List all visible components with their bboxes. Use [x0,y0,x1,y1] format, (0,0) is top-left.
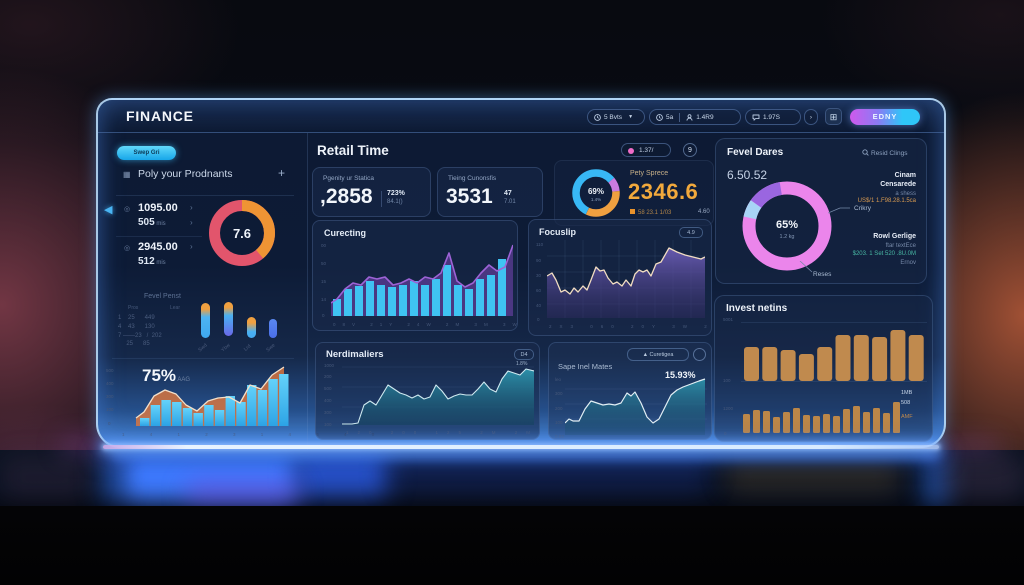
svg-text:69%: 69% [588,187,604,196]
svg-text:1.2 kg: 1.2 kg [780,234,795,240]
svg-text:65%: 65% [776,219,798,231]
svg-text:1.4%: 1.4% [591,197,601,202]
svg-text:7.6: 7.6 [233,226,251,241]
